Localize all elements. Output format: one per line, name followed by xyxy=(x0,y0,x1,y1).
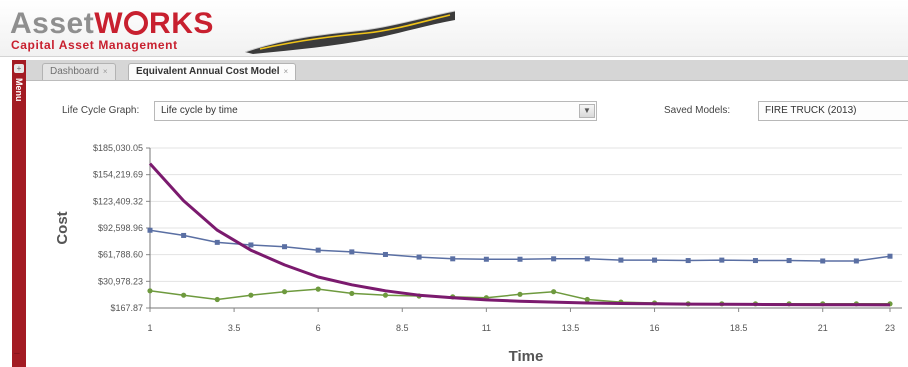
y-tick-label: $92,598.96 xyxy=(98,223,143,233)
y-axis-title: Cost xyxy=(54,211,71,244)
data-point xyxy=(652,257,658,263)
logo-text-w: W xyxy=(94,7,124,40)
data-point xyxy=(786,258,792,264)
series-line-1 xyxy=(149,229,891,262)
data-point xyxy=(416,254,422,260)
x-tick-label: 8.5 xyxy=(396,323,409,333)
y-tick-label: $154,219.69 xyxy=(93,170,143,180)
data-point xyxy=(685,258,691,264)
tab-dashboard-label: Dashboard xyxy=(50,66,99,77)
saved-models-value: FIRE TRUCK (2013) xyxy=(765,105,857,116)
x-tick-label: 18.5 xyxy=(730,323,748,333)
data-point xyxy=(248,242,254,248)
data-point xyxy=(517,256,523,262)
x-tick-label: 21 xyxy=(818,323,828,333)
y-tick-label: $30,978.23 xyxy=(98,276,143,286)
x-tick-label: 6 xyxy=(316,323,321,333)
gear-logo-icon xyxy=(124,11,149,35)
data-point xyxy=(248,292,254,298)
tab-equivalent-annual-cost-model[interactable]: Equivalent Annual Cost Model × xyxy=(128,63,297,80)
data-point xyxy=(281,289,288,295)
data-point xyxy=(887,253,893,259)
life-cycle-graph-select[interactable]: Life cycle by time xyxy=(154,101,597,121)
data-point xyxy=(618,257,624,263)
data-point xyxy=(584,256,590,262)
logo-text-rks: RKS xyxy=(149,7,214,40)
tab-bar: Dashboard × Equivalent Annual Cost Model × xyxy=(26,60,908,81)
data-point xyxy=(584,296,590,303)
data-point xyxy=(315,286,321,292)
data-point xyxy=(551,289,557,295)
data-point xyxy=(517,291,523,297)
data-point xyxy=(820,258,826,264)
data-point xyxy=(382,251,388,257)
data-point xyxy=(181,292,187,298)
y-tick-label: $61,788.60 xyxy=(98,250,143,260)
y-tick-label: $185,030.05 xyxy=(93,143,143,153)
data-point xyxy=(349,249,355,255)
data-point xyxy=(214,239,220,245)
data-point xyxy=(147,288,153,294)
series-line-0 xyxy=(148,162,891,307)
x-tick-label: 11 xyxy=(482,323,491,333)
side-menu-bar[interactable]: + Menu – xyxy=(12,60,26,367)
life-cycle-graph-label: Life Cycle Graph: xyxy=(62,105,140,116)
data-point xyxy=(382,292,389,298)
app-header: AssetW RKS Capital Asset Management xyxy=(0,0,908,57)
data-point xyxy=(147,227,153,233)
x-tick-label: 1 xyxy=(147,323,152,333)
tab-eac-label: Equivalent Annual Cost Model xyxy=(136,66,280,77)
data-point xyxy=(349,290,355,297)
data-point xyxy=(214,296,220,303)
life-cycle-chart: $185,030.05 $154,219.69 $123,409.32 $92,598… xyxy=(54,143,902,365)
y-tick-label: $167.87 xyxy=(110,303,143,313)
data-point xyxy=(181,232,187,238)
data-point xyxy=(483,256,489,262)
x-tick-label: 13.5 xyxy=(562,323,580,333)
tab-dashboard[interactable]: Dashboard × xyxy=(42,63,116,80)
road-banner-icon xyxy=(245,10,455,54)
data-point xyxy=(450,256,456,262)
sidebar-marker-icon: – xyxy=(14,348,20,359)
saved-models-select[interactable]: FIRE TRUCK (2013) xyxy=(758,101,908,121)
data-point xyxy=(853,258,859,264)
x-axis-title: Time xyxy=(509,348,544,365)
x-tick-label: 23 xyxy=(885,323,895,333)
data-point xyxy=(551,256,557,262)
chevron-down-icon[interactable]: ▼ xyxy=(579,104,595,118)
saved-models-label: Saved Models: xyxy=(664,105,731,116)
close-icon[interactable]: × xyxy=(102,67,108,76)
data-point xyxy=(282,244,288,250)
data-point xyxy=(752,258,758,264)
life-cycle-graph-value: Life cycle by time xyxy=(161,105,238,116)
expand-icon[interactable]: + xyxy=(14,64,24,73)
x-tick-label: 16 xyxy=(650,323,660,333)
menu-label[interactable]: Menu xyxy=(14,78,24,102)
close-icon[interactable]: × xyxy=(283,67,289,76)
assetworks-logo: AssetW RKS xyxy=(10,9,214,39)
logo-subtitle: Capital Asset Management xyxy=(11,38,178,52)
data-point xyxy=(315,247,321,253)
logo-text-asset: Asset xyxy=(10,7,95,40)
data-point xyxy=(719,257,725,263)
x-tick-label: 3.5 xyxy=(228,323,241,333)
y-tick-label: $123,409.32 xyxy=(93,196,143,206)
